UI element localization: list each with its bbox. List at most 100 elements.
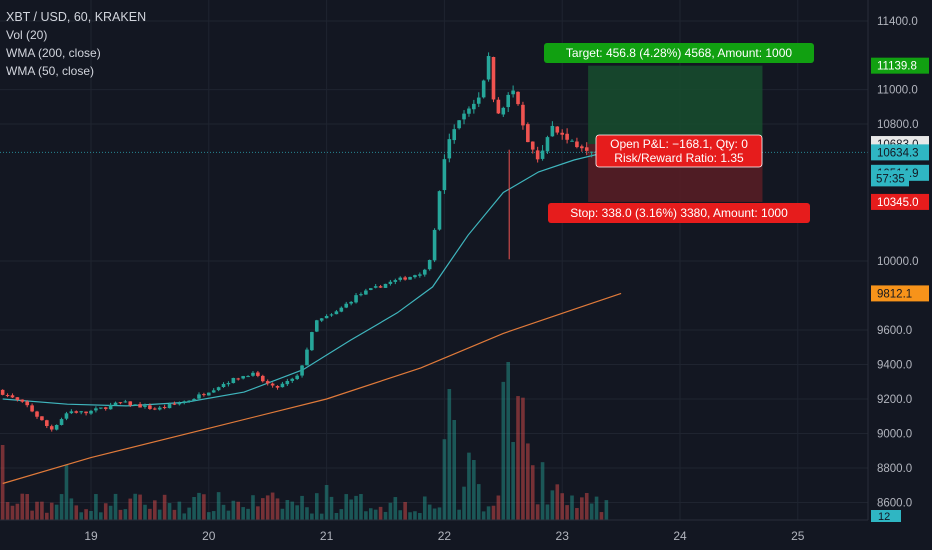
candle-body	[35, 411, 39, 417]
volume-bar	[153, 500, 157, 520]
candle-body	[10, 395, 15, 398]
volume-bar	[589, 503, 594, 520]
candle-body	[241, 376, 245, 379]
stop-label[interactable]: Stop: 338.0 (3.16%) 3380, Amount: 1000	[548, 203, 810, 223]
candle-body	[275, 385, 280, 388]
price-tag-0: 11139.8	[877, 61, 917, 73]
candle-body	[310, 332, 314, 351]
candle-body	[20, 399, 25, 402]
y-tick-label: 9400.0	[877, 360, 912, 372]
volume-bar	[99, 512, 103, 520]
volume-bar	[584, 493, 589, 520]
volume-bar	[555, 484, 560, 520]
candle-body	[0, 389, 5, 395]
candle-body	[94, 408, 98, 411]
candle-body	[476, 97, 481, 104]
candle-body	[565, 133, 569, 140]
candle-body	[403, 277, 407, 280]
volume-bar	[472, 460, 476, 520]
time-axis[interactable]	[0, 520, 868, 550]
volume-bar	[413, 511, 417, 520]
volume-bar	[265, 495, 270, 520]
volume-bar	[511, 442, 515, 520]
candle-body	[530, 141, 535, 150]
volume-bar	[74, 505, 79, 520]
volume-bar	[231, 500, 236, 520]
price-tag-bg	[871, 144, 929, 161]
candle-body	[575, 141, 579, 148]
candle-body	[344, 303, 349, 308]
candle-body	[49, 426, 54, 430]
candle-body	[138, 404, 142, 408]
volume-bar	[59, 494, 64, 520]
candle-body	[89, 410, 93, 414]
volume-bar	[540, 462, 545, 520]
volume-bar	[251, 495, 255, 520]
price-tag-bg	[871, 57, 929, 74]
volume-bar	[334, 513, 339, 520]
candle-body	[192, 399, 196, 401]
volume-bar	[432, 508, 437, 520]
candle-body	[570, 140, 574, 142]
target-label-bg	[544, 43, 814, 63]
candle-body	[30, 405, 34, 412]
legend-volume[interactable]: Vol (20)	[6, 28, 48, 42]
target-label-text: Target: 456.8 (4.28%) 4568, Amount: 1000	[566, 46, 792, 60]
volume-bar	[604, 500, 609, 520]
volume-bar	[260, 498, 265, 520]
volume-bar	[467, 452, 471, 520]
volume-bar	[285, 500, 290, 520]
volume-bar	[295, 505, 299, 520]
volume-bar	[329, 496, 334, 520]
y-tick-label: 9200.0	[877, 394, 912, 406]
price-axis[interactable]	[868, 0, 932, 550]
volume-bar	[103, 503, 108, 520]
volume-bar	[447, 389, 452, 520]
candle-body	[265, 381, 270, 384]
candle-body	[216, 387, 221, 391]
price-tag-bg	[871, 285, 929, 302]
candle-body	[211, 390, 216, 393]
target-zone[interactable]	[588, 65, 763, 145]
candle-body	[133, 404, 137, 406]
legend-wma50[interactable]: WMA (50, close)	[6, 64, 95, 78]
candle-body	[462, 113, 466, 120]
target-label[interactable]: Target: 456.8 (4.28%) 4568, Amount: 1000	[544, 43, 814, 63]
volume-bar	[305, 507, 309, 520]
volume-bar	[157, 509, 162, 520]
candle-body	[398, 277, 403, 280]
candle-body	[128, 401, 133, 406]
wma50-line[interactable]	[2, 150, 610, 407]
price-tag-4: 10345.0	[877, 197, 919, 209]
candle-body	[540, 150, 545, 159]
volume-bar	[383, 511, 388, 520]
candle-body	[45, 420, 49, 426]
candle-body	[69, 411, 74, 414]
volume-bar	[5, 502, 10, 520]
y-tick-label: 9000.0	[877, 429, 912, 441]
candle-body	[378, 286, 383, 288]
candle-body	[260, 375, 265, 382]
candle-body	[491, 57, 496, 100]
volume-bar	[535, 504, 540, 520]
legend-wma200[interactable]: WMA (200, close)	[6, 46, 101, 60]
volume-bar	[118, 509, 123, 520]
stop-label-bg	[548, 203, 810, 223]
volume-bar	[339, 509, 344, 520]
candle-body	[118, 402, 123, 404]
candle-body	[226, 383, 231, 385]
candle-body	[25, 401, 29, 406]
candle-body	[368, 288, 373, 291]
candle-body	[251, 372, 255, 376]
candle-body	[324, 315, 329, 319]
volume-bar	[368, 508, 373, 520]
volume-bar	[79, 512, 83, 520]
candle-body	[202, 394, 206, 396]
candle-body	[589, 151, 594, 153]
wma200-line[interactable]	[2, 292, 622, 485]
candle-body	[506, 94, 511, 108]
volume-tag: 12	[878, 511, 890, 523]
candle-body	[545, 137, 550, 152]
